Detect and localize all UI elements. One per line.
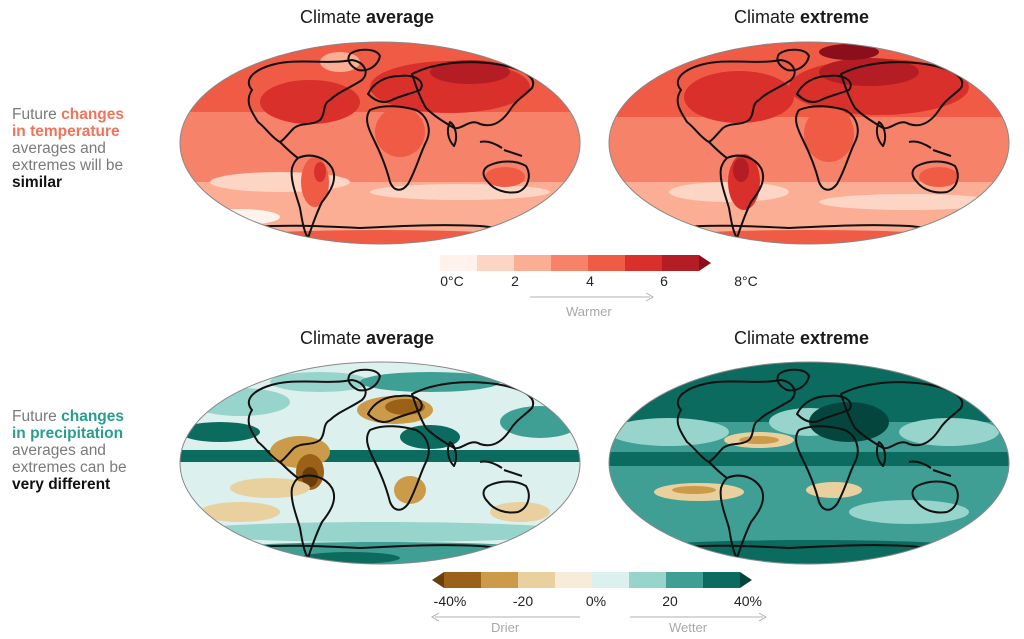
- precipitation-colorbar: [432, 572, 767, 597]
- prec-colorbar-segment: [518, 572, 555, 588]
- wetter-label: Wetter: [669, 620, 708, 635]
- prec-colorbar-tip-left: [432, 572, 444, 588]
- map-temperature-average: [178, 40, 582, 251]
- prec-scale-label-neg20: -20: [512, 593, 534, 609]
- temp-colorbar-segment: [551, 255, 588, 271]
- prec-colorbar-segment: [555, 572, 592, 588]
- title-prec-extreme: Climate extreme: [734, 328, 870, 348]
- title-prec-average: Climate average: [300, 328, 435, 348]
- prec-colorbar-segment: [629, 572, 666, 588]
- temp-colorbar-segment: [440, 255, 477, 271]
- prec-scale-label-neg40: -40%: [433, 593, 467, 609]
- temperature-colorbar: [440, 255, 760, 280]
- prec-scale-label-20: 20: [662, 593, 678, 609]
- prec-colorbar-segment: [592, 572, 629, 588]
- temp-colorbar-segment: [588, 255, 625, 271]
- temp-colorbar-segment: [477, 255, 514, 271]
- temp-scale-label-2: 2: [511, 273, 519, 289]
- temp-colorbar-tip: [699, 255, 711, 271]
- map-precipitation-extreme: [607, 360, 1011, 571]
- temp-colorbar-segment: [514, 255, 551, 271]
- prec-scale-label-40: 40%: [733, 593, 763, 609]
- title-temp-average: Climate average: [300, 7, 435, 27]
- temp-scale-label-0: 0°C: [440, 273, 464, 289]
- drier-wetter-arrows-icon: [430, 612, 768, 622]
- map-temperature-extreme: [607, 40, 1011, 251]
- prec-colorbar-tip-right: [740, 572, 752, 588]
- drier-label: Drier: [491, 620, 520, 635]
- prec-colorbar-segment: [666, 572, 703, 588]
- temp-colorbar-segment: [662, 255, 699, 271]
- prec-colorbar-segment: [703, 572, 740, 588]
- temp-scale-label-8: 8°C: [734, 273, 758, 289]
- warmer-arrow-icon: [530, 292, 655, 302]
- prec-colorbar-segment: [481, 572, 518, 588]
- temp-scale-label-4: 4: [586, 273, 594, 289]
- temp-scale-label-6: 6: [660, 273, 668, 289]
- prec-scale-label-0: 0%: [585, 593, 607, 609]
- map-precipitation-average: [178, 360, 582, 571]
- prec-colorbar-segment: [444, 572, 481, 588]
- warmer-label: Warmer: [566, 304, 612, 319]
- side-note-precipitation: Future changes in precipitation averages…: [12, 408, 127, 493]
- temp-colorbar-segment: [625, 255, 662, 271]
- side-note-temperature: Future changes in temperature averages a…: [12, 106, 124, 191]
- title-temp-extreme: Climate extreme: [734, 7, 870, 27]
